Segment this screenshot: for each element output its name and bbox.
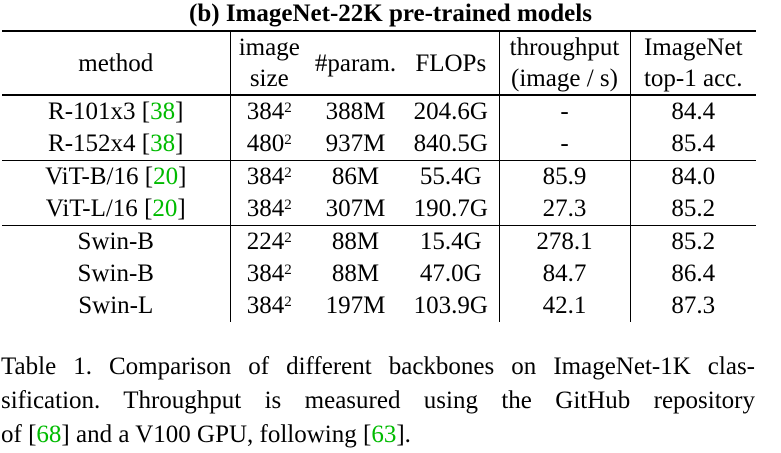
method-name: R-152x4 bbox=[48, 130, 136, 157]
image-size-exponent: 2 bbox=[284, 262, 292, 278]
image-size-base: 384 bbox=[246, 195, 285, 222]
table-caption: Table 1. Comparison of different backbon… bbox=[1, 350, 755, 452]
cell-accuracy: 87.3 bbox=[629, 290, 756, 322]
cell-accuracy: 84.4 bbox=[629, 95, 756, 128]
image-size-base: 224 bbox=[246, 228, 285, 255]
cell-params: 937M bbox=[308, 128, 403, 161]
cell-throughput: - bbox=[498, 128, 630, 161]
image-size-base: 384 bbox=[246, 98, 285, 125]
cell-method: Swin-L bbox=[2, 290, 231, 322]
col-header-throughput-line2: (image / s) bbox=[498, 63, 630, 96]
col-header-acc-line1: ImageNet bbox=[629, 30, 756, 63]
table-title: (b) ImageNet-22K pre-trained models bbox=[189, 0, 592, 27]
cell-image-size: 3842 bbox=[230, 290, 308, 322]
caption-text: ] and a V100 GPU, following [ bbox=[61, 421, 372, 448]
col-header-acc-line2: top-1 acc. bbox=[629, 63, 756, 96]
image-size-base: 384 bbox=[246, 260, 285, 287]
results-table: method image #param. FLOPs throughput Im… bbox=[2, 30, 756, 322]
header-row-1: method image #param. FLOPs throughput Im… bbox=[2, 30, 756, 96]
col-header-flops: FLOPs bbox=[403, 30, 499, 96]
cell-params: 388M bbox=[325, 98, 386, 125]
caption-line-3: of [68] and a V100 GPU, following [63]. bbox=[1, 418, 755, 452]
cell-image-size: 4802 bbox=[230, 128, 308, 161]
cell-method: ViT-L/16 [20] bbox=[2, 193, 231, 226]
citation-link[interactable]: 68 bbox=[36, 421, 62, 448]
cell-flops: 204.6G bbox=[413, 98, 488, 125]
cell-image-size: 3842 bbox=[230, 193, 308, 226]
image-size-exponent: 2 bbox=[284, 132, 292, 148]
cell-flops: 15.4G bbox=[419, 228, 482, 255]
method-name: Swin-B bbox=[77, 228, 154, 255]
cell-flops: 103.9G bbox=[413, 292, 488, 319]
cell-params: 307M bbox=[308, 193, 403, 226]
cell-image-size: 2242 bbox=[230, 226, 308, 259]
image-size-exponent: 2 bbox=[284, 230, 292, 246]
table-row: R-152x4 [38] 4802 937M 840.5G -85.4 bbox=[2, 128, 756, 161]
method-name: Swin-B bbox=[77, 260, 154, 287]
cell-params: 86M bbox=[331, 163, 380, 190]
cell-params: 88M bbox=[331, 260, 380, 287]
table-row: ViT-B/16 [20] 3842 86M 55.4G 85.9 84.0 bbox=[2, 160, 756, 194]
table-row: Swin-B 3842 88M 47.0G 84.7 86.4 bbox=[2, 258, 756, 290]
method-name: Swin-L bbox=[78, 292, 154, 319]
cell-flops: 47.0G bbox=[419, 260, 482, 287]
col-header-params: #param. bbox=[308, 30, 403, 96]
caption-line-1: Table 1. Comparison of different backbon… bbox=[1, 353, 755, 380]
cell-params: 197M bbox=[325, 292, 386, 319]
col-header-image-size-line1: image bbox=[230, 30, 308, 63]
image-size-base: 384 bbox=[246, 292, 285, 319]
cell-throughput: 42.1 bbox=[498, 290, 630, 322]
table-row: Swin-B 2242 88M 15.4G 278.1 85.2 bbox=[2, 225, 756, 259]
caption-text: of [ bbox=[1, 421, 37, 448]
citation-link[interactable]: 38 bbox=[150, 130, 176, 157]
header-row-2: size (image / s) top-1 acc. bbox=[2, 63, 756, 96]
col-header-method: method bbox=[2, 30, 231, 96]
cell-method: Swin-B bbox=[2, 225, 231, 258]
image-size-base: 480 bbox=[246, 130, 285, 157]
cell-method: R-101x3 [38] bbox=[2, 95, 231, 128]
cell-flops: 190.7G bbox=[403, 193, 499, 226]
image-size-exponent: 2 bbox=[284, 100, 292, 116]
cell-throughput: 278.1 bbox=[498, 225, 630, 258]
cell-image-size: 3842 bbox=[230, 161, 308, 194]
image-size-exponent: 2 bbox=[284, 294, 292, 310]
cell-flops: 55.4G bbox=[419, 163, 482, 190]
cell-accuracy: 85.2 bbox=[629, 193, 756, 226]
table-row: Swin-L 3842 197M 103.9G 42.1 87.3 bbox=[2, 290, 756, 322]
cell-image-size: 3842 bbox=[230, 95, 308, 128]
caption-line-2: sification. Throughput is measured using… bbox=[1, 387, 755, 414]
cell-params: 88M bbox=[331, 228, 380, 255]
table-row: R-101x3 [38] 3842 388M 204.6G -84.4 bbox=[2, 95, 756, 128]
cell-method: ViT-B/16 [20] bbox=[2, 160, 231, 193]
citation-link[interactable]: 20 bbox=[152, 195, 178, 222]
caption-text: ]. bbox=[396, 421, 411, 448]
table-row: ViT-L/16 [20] 3842 307M 190.7G 27.3 85.2 bbox=[2, 193, 756, 226]
image-size-exponent: 2 bbox=[284, 165, 292, 181]
cell-accuracy: 85.4 bbox=[629, 128, 756, 161]
citation-link[interactable]: 63 bbox=[371, 421, 397, 448]
citation-link[interactable]: 38 bbox=[150, 98, 176, 125]
cell-throughput: 84.7 bbox=[498, 258, 630, 290]
cell-flops: 840.5G bbox=[403, 128, 499, 161]
citation-link[interactable]: 20 bbox=[153, 163, 179, 190]
col-header-throughput-line1: throughput bbox=[498, 30, 630, 63]
col-header-image-size-line2: size bbox=[230, 63, 308, 96]
method-name: ViT-L/16 bbox=[45, 195, 138, 222]
cell-throughput: - bbox=[498, 95, 630, 128]
cell-throughput: 27.3 bbox=[498, 193, 630, 226]
cell-method: R-152x4 [38] bbox=[2, 128, 231, 161]
cell-method: Swin-B bbox=[2, 258, 231, 290]
image-size-exponent: 2 bbox=[284, 197, 292, 213]
method-name: ViT-B/16 bbox=[45, 163, 139, 190]
cell-accuracy: 84.0 bbox=[629, 160, 756, 193]
cell-accuracy: 86.4 bbox=[629, 258, 756, 290]
image-size-base: 384 bbox=[246, 163, 285, 190]
cell-throughput: 85.9 bbox=[498, 160, 630, 193]
cell-accuracy: 85.2 bbox=[629, 225, 756, 258]
cell-image-size: 3842 bbox=[230, 258, 308, 290]
method-name: R-101x3 bbox=[48, 98, 136, 125]
table-body: R-101x3 [38] 3842 388M 204.6G -84.4 R-152x4 [… bbox=[2, 95, 756, 322]
